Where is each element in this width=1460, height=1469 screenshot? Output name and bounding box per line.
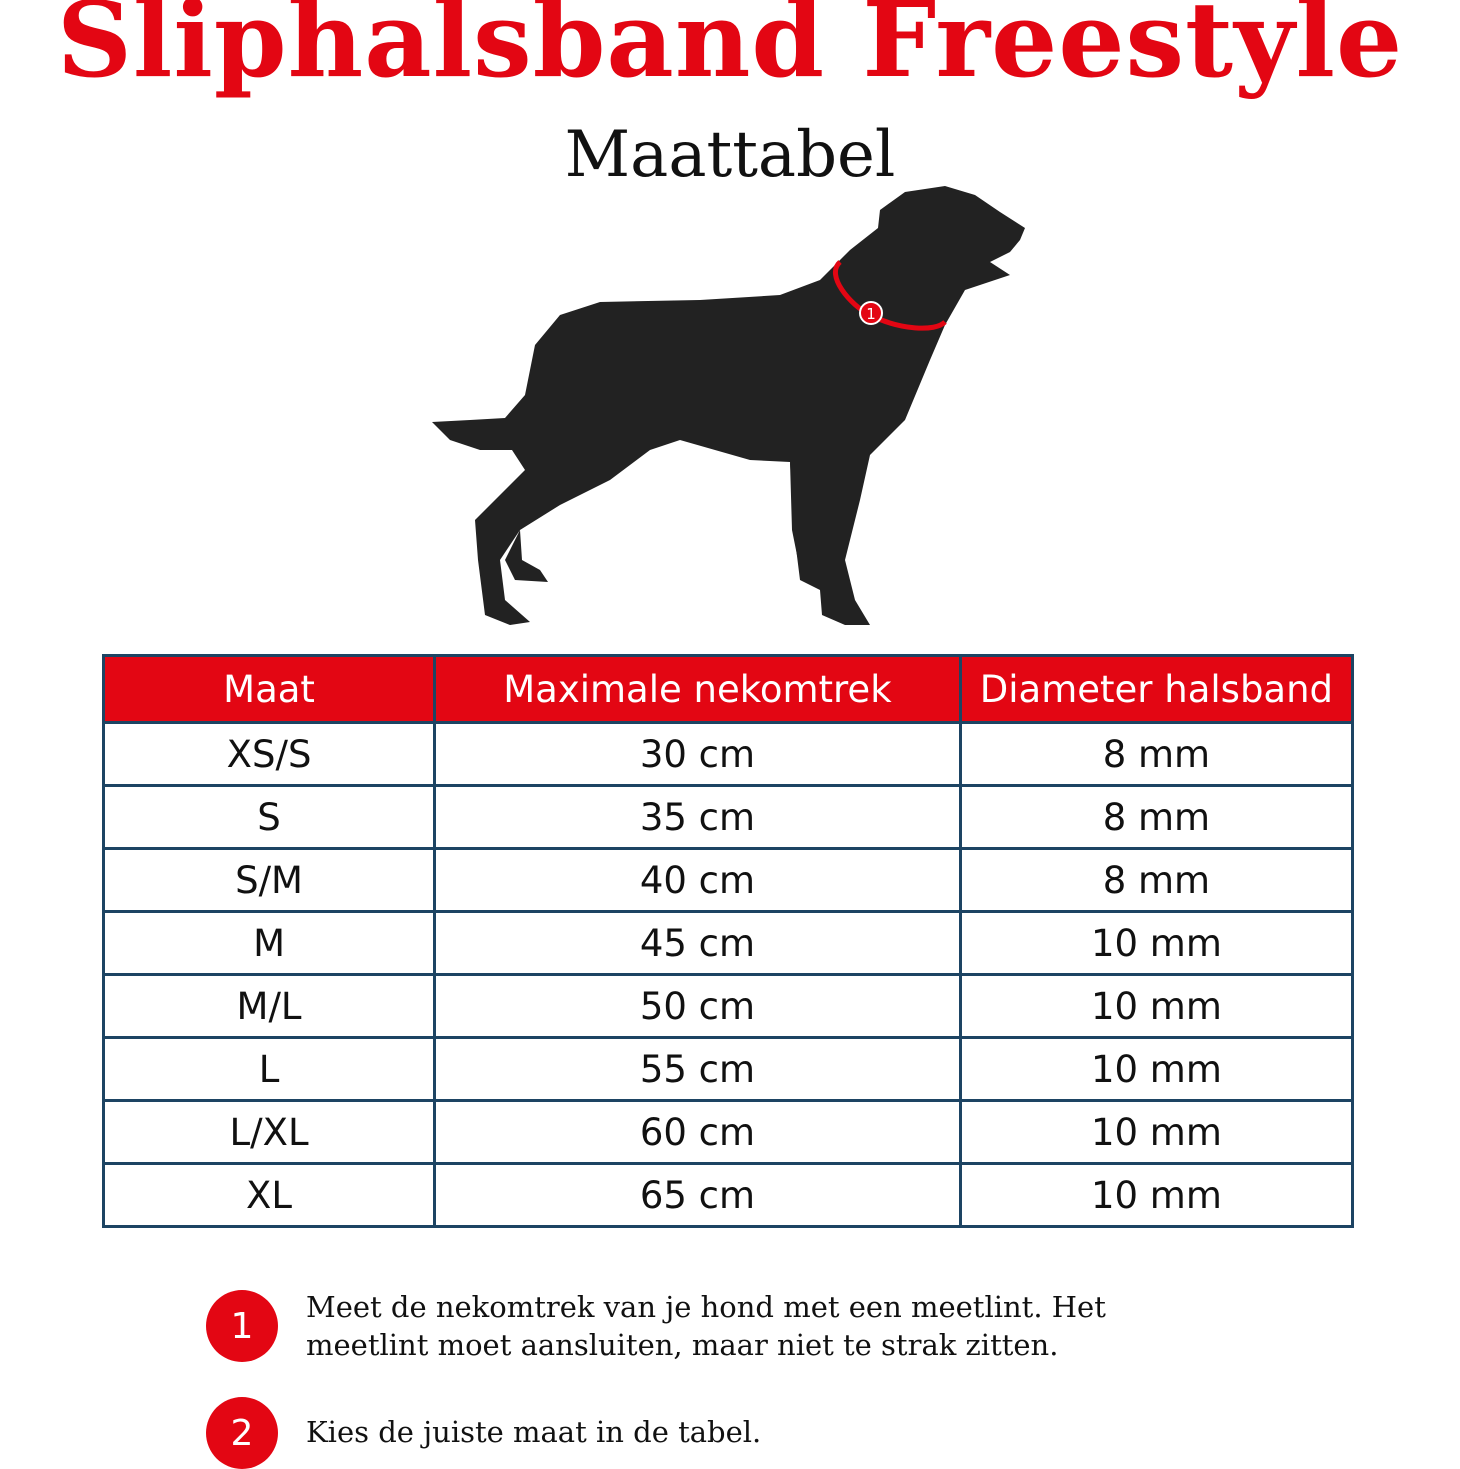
cell-diameter: 8 mm <box>958 721 1355 787</box>
cell-diameter: 8 mm <box>958 784 1355 850</box>
step-text: Meet de nekomtrek van je hond met een me… <box>306 1290 1106 1362</box>
header-neck: Maximale nekomtrek <box>433 654 962 724</box>
cell-size: S/M <box>101 847 437 913</box>
step-number-icon: 1 <box>206 1290 278 1362</box>
cell-size: S <box>101 784 437 850</box>
dog-body <box>432 186 1025 625</box>
step-text: Kies de juiste maat in de tabel. <box>306 1415 762 1449</box>
page-subtitle: Maattabel <box>564 118 896 192</box>
cell-diameter: 10 mm <box>958 1099 1355 1165</box>
cell-neck-circumference: 60 cm <box>433 1099 962 1165</box>
table-row: XL 65 cm 10 mm <box>101 1162 1355 1228</box>
header-diameter: Diameter halsband <box>958 654 1355 724</box>
header-size: Maat <box>101 654 437 724</box>
cell-diameter: 10 mm <box>958 1162 1355 1228</box>
cell-neck-circumference: 30 cm <box>433 721 962 787</box>
cell-size: L/XL <box>101 1099 437 1165</box>
cell-size: XS/S <box>101 721 437 787</box>
cell-diameter: 8 mm <box>958 847 1355 913</box>
dog-silhouette-illustration: 1 <box>432 186 1025 625</box>
cell-size: M <box>101 910 437 976</box>
table-row: M 45 cm 10 mm <box>101 910 1355 976</box>
table-row: M/L 50 cm 10 mm <box>101 973 1355 1039</box>
collar-marker-icon: 1 <box>859 301 883 325</box>
cell-size: M/L <box>101 973 437 1039</box>
cell-diameter: 10 mm <box>958 910 1355 976</box>
table-row: L 55 cm 10 mm <box>101 1036 1355 1102</box>
cell-size: XL <box>101 1162 437 1228</box>
cell-neck-circumference: 35 cm <box>433 784 962 850</box>
cell-neck-circumference: 40 cm <box>433 847 962 913</box>
svg-text:1: 1 <box>866 305 876 323</box>
cell-size: L <box>101 1036 437 1102</box>
step-number-icon: 2 <box>206 1397 278 1469</box>
cell-diameter: 10 mm <box>958 973 1355 1039</box>
step-2: 2 Kies de juiste maat in de tabel. <box>206 1397 1186 1469</box>
cell-neck-circumference: 65 cm <box>433 1162 962 1228</box>
step-1: 1 Meet de nekomtrek van je hond met een … <box>206 1290 1186 1364</box>
cell-neck-circumference: 50 cm <box>433 973 962 1039</box>
page-title: Sliphalsband Freestyle <box>56 0 1404 101</box>
cell-diameter: 10 mm <box>958 1036 1355 1102</box>
table-row: S/M 40 cm 8 mm <box>101 847 1355 913</box>
size-table: Maat Maximale nekomtrek Diameter halsban… <box>101 654 1355 1228</box>
table-row: S 35 cm 8 mm <box>101 784 1355 850</box>
cell-neck-circumference: 55 cm <box>433 1036 962 1102</box>
table-row: L/XL 60 cm 10 mm <box>101 1099 1355 1165</box>
cell-neck-circumference: 45 cm <box>433 910 962 976</box>
table-header-row: Maat Maximale nekomtrek Diameter halsban… <box>101 654 1355 724</box>
table-row: XS/S 30 cm 8 mm <box>101 721 1355 787</box>
